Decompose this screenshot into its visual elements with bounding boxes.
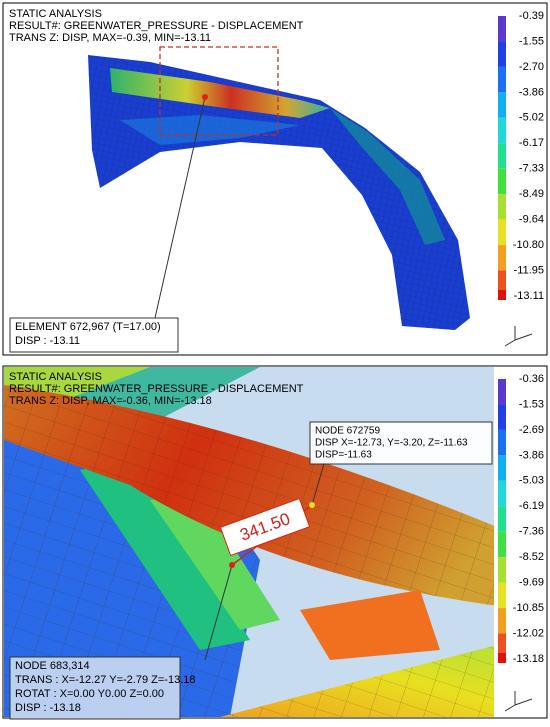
callout-line: DISP : -13.11 [15, 335, 80, 347]
legend-swatch [498, 16, 506, 42]
model-view [88, 46, 470, 330]
legend-label: -1.55 [519, 35, 544, 47]
legend-label: -3.86 [519, 86, 544, 98]
legend-label: -13.18 [513, 653, 544, 665]
legend-swatch [498, 633, 506, 659]
header-line: STATIC ANALYSIS [9, 8, 102, 20]
header-line: TRANS Z: DISP, MAX=-0.39, MIN=-13.11 [9, 32, 211, 44]
callout-line: TRANS : X=-12.27 Y=-2.79 Z=-13.18 [15, 674, 195, 686]
legend-label: -5.02 [519, 112, 544, 124]
legend-label: -7.36 [519, 526, 544, 538]
legend-label: -9.64 [519, 214, 544, 226]
legend-swatch [498, 143, 506, 169]
legend-label: -8.49 [519, 188, 544, 200]
legend-swatch [498, 290, 506, 300]
legend-swatch [498, 429, 506, 456]
legend-label: -10.85 [513, 602, 544, 614]
legend-swatch [498, 66, 506, 93]
callout-line: DISP=-11.63 [315, 450, 372, 461]
legend-label: -8.52 [519, 551, 544, 563]
legend-label: -6.17 [519, 137, 544, 149]
legend-label: -0.36 [519, 373, 544, 385]
legend-label: -2.69 [519, 424, 544, 436]
legend-swatch [498, 582, 506, 609]
legend-swatch [498, 168, 506, 195]
legend-swatch [498, 41, 506, 67]
legend-label: -11.95 [514, 264, 544, 276]
legend-label: -3.86 [519, 449, 544, 461]
header-line: TRANS Z: DISP, MAX=-0.36, MIN=-13.18 [9, 395, 212, 407]
header-line: RESULT#: GREENWATER_PRESSURE - DISPLACEM… [9, 20, 304, 32]
dimension-box [219, 497, 311, 557]
callout-line: NODE 672759 [315, 426, 380, 437]
callout-box [9, 317, 179, 353]
legend-label: -7.33 [519, 163, 544, 175]
legend-swatch [498, 480, 506, 507]
header-line: RESULT#: GREENWATER_PRESSURE - DISPLACEM… [9, 383, 304, 395]
legend-swatch [498, 117, 506, 144]
legend-label: -9.69 [519, 577, 544, 589]
callout-line: ROTAT : X=0.00 Y0.00 Z=0.00 [15, 688, 164, 700]
legend-label: -10.80 [513, 239, 544, 251]
callout-line: NODE 683,314 [15, 660, 90, 672]
legend-label: -0.39 [519, 10, 544, 22]
callout-line: DISP X=-12.73, Y=-3.20, Z=-11.63 [315, 438, 468, 449]
legend-swatch [498, 379, 506, 405]
callout-line: ELEMENT 672,967 (T=17.00) [15, 321, 161, 333]
legend-swatch [498, 270, 506, 296]
legend-label: -1.53 [519, 398, 544, 410]
legend-swatch [498, 219, 506, 246]
axis-triad [504, 691, 533, 712]
callout-box [309, 421, 493, 465]
legend-swatch [498, 194, 506, 220]
legend-swatch [498, 455, 506, 481]
legend-swatch [498, 531, 506, 558]
callout-line: DISP : -13.18 [15, 702, 81, 714]
legend-swatch [498, 653, 506, 663]
legend-swatch [498, 245, 506, 271]
legend-swatch [498, 608, 506, 634]
header-line: STATIC ANALYSIS [9, 371, 102, 383]
legend-label: -6.19 [519, 500, 544, 512]
callout-box [9, 656, 181, 720]
legend-label: -13.11 [514, 290, 544, 302]
legend-swatch [498, 404, 506, 430]
axis-triad [504, 326, 533, 347]
legend-swatch [498, 506, 506, 532]
legend-label: -12.02 [513, 627, 544, 639]
legend-label: -2.70 [519, 61, 544, 73]
legend-swatch [498, 557, 506, 583]
legend-label: -5.03 [519, 475, 544, 487]
legend-swatch [498, 92, 506, 118]
